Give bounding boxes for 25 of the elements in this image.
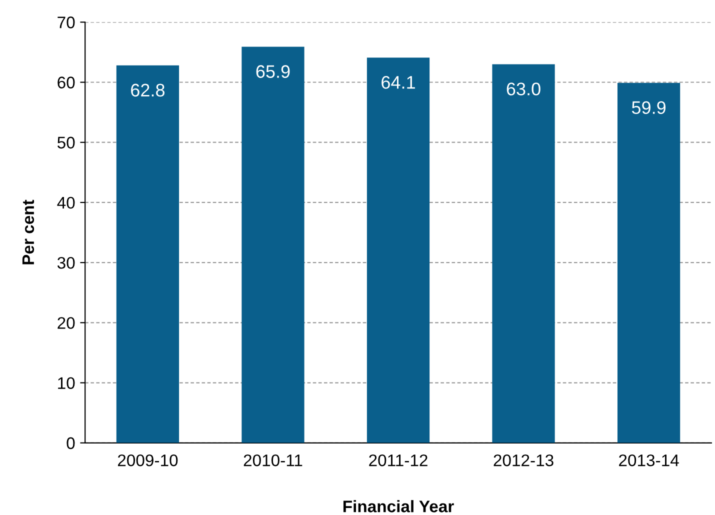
y-tick-label: 60 — [58, 76, 75, 88]
x-axis-title: Financial Year — [343, 500, 454, 512]
y-tick-label: 30 — [57, 256, 75, 269]
data-label: 63.0 — [506, 82, 540, 96]
x-tick-label: 2011-12 — [369, 454, 428, 466]
x-tick-label: 2010-11 — [244, 454, 302, 466]
data-label: 64.1 — [382, 76, 415, 89]
data-label: 65.9 — [256, 65, 290, 78]
x-tick-label: 2012-13 — [494, 454, 554, 466]
y-tick-label: 40 — [57, 196, 75, 209]
bar — [617, 82, 680, 443]
y-tick-label: 20 — [58, 317, 75, 329]
x-tick-label: 2009-10 — [118, 454, 178, 466]
bar — [116, 65, 180, 443]
bar — [492, 64, 555, 443]
y-tick-label: 70 — [58, 16, 75, 28]
y-tick-label: 50 — [57, 136, 75, 149]
y-tick-label: 0 — [66, 437, 75, 450]
data-label: 59.9 — [632, 101, 666, 114]
bar — [242, 46, 304, 443]
y-axis-title: Per cent — [22, 200, 34, 264]
y-tick-label: 10 — [58, 377, 75, 389]
bar — [366, 58, 430, 443]
data-label: 62.8 — [131, 84, 165, 97]
x-tick-label: 2013-14 — [619, 454, 679, 466]
